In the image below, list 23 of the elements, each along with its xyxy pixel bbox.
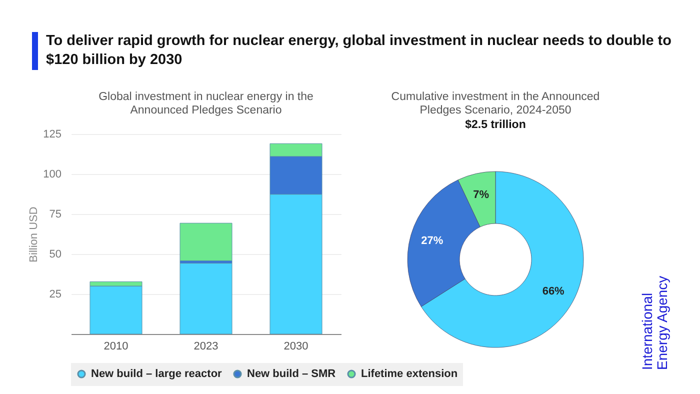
x-tick-label: 2023 — [194, 340, 218, 352]
legend-label: New build – large reactor — [91, 368, 223, 380]
y-tick-label: 125 — [43, 128, 62, 140]
data-label: 27% — [421, 235, 444, 248]
data-label: 7% — [473, 189, 490, 202]
chart-subtitle: $2.5 trillion — [465, 119, 526, 132]
data-label: 66% — [542, 285, 565, 298]
text: International Energy Agency — [639, 274, 670, 370]
legend-label: Lifetime extension — [361, 368, 458, 380]
y-tick-label: 75 — [49, 208, 62, 220]
chart-title: To deliver rapid growth for nuclear energy, global investment in nuclear needs to double to $120 billion by 2030 — [32, 32, 696, 70]
y-tick-label: 50 — [49, 248, 62, 260]
y-tick-label: 100 — [43, 168, 62, 180]
y-axis-title: Billion USD — [28, 206, 40, 262]
bar — [180, 263, 232, 334]
x-tick-label: 2030 — [284, 340, 308, 352]
y-tick-label: 25 — [49, 288, 62, 300]
x-tick-label: 2010 — [104, 340, 128, 352]
chart-subtitle: Global investment in nuclear energy in the Announced Pledges Scenario — [98, 91, 314, 116]
bar — [180, 222, 232, 261]
legend-label: New build – SMR — [247, 368, 336, 380]
bar — [90, 286, 142, 334]
chart-title: Cumulative investment in the Announced Pledges Scenario, 2024-2050 — [391, 91, 600, 117]
